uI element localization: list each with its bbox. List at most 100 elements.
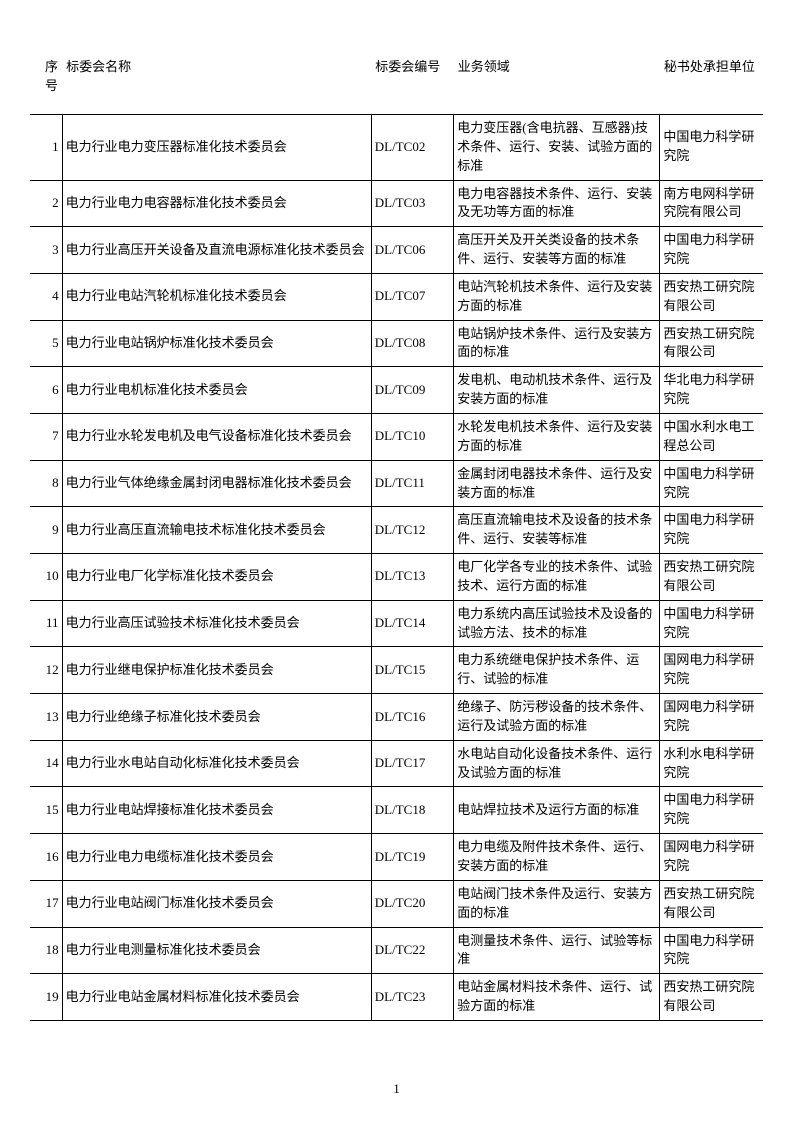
cell-seq: 14 — [30, 740, 62, 787]
header-domain: 业务领域 — [454, 50, 660, 115]
cell-org: 中国电力科学研究院 — [660, 600, 763, 647]
cell-name: 电力行业气体绝缘金属封闭电器标准化技术委员会 — [62, 460, 371, 507]
table-row: 11电力行业高压试验技术标准化技术委员会DL/TC14电力系统内高压试验技术及设… — [30, 600, 763, 647]
table-row: 18电力行业电测量标准化技术委员会DL/TC22电测量技术条件、运行、试验等标准… — [30, 927, 763, 974]
cell-name: 电力行业电站阀门标准化技术委员会 — [62, 880, 371, 927]
page-number: 1 — [0, 1081, 793, 1097]
cell-code: DL/TC18 — [371, 787, 453, 834]
cell-domain: 电力电容器技术条件、运行、安装及无功等方面的标准 — [454, 180, 660, 227]
cell-seq: 15 — [30, 787, 62, 834]
cell-domain: 电力电缆及附件技术条件、运行、安装方面的标准 — [454, 834, 660, 881]
cell-org: 中国电力科学研究院 — [660, 115, 763, 181]
cell-org: 西安热工研究院有限公司 — [660, 974, 763, 1021]
cell-org: 中国电力科学研究院 — [660, 507, 763, 554]
table-row: 14电力行业水电站自动化标准化技术委员会DL/TC17水电站自动化设备技术条件、… — [30, 740, 763, 787]
cell-org: 南方电网科学研究院有限公司 — [660, 180, 763, 227]
cell-seq: 1 — [30, 115, 62, 181]
cell-name: 电力行业高压开关设备及直流电源标准化技术委员会 — [62, 227, 371, 274]
table-row: 7电力行业水轮发电机及电气设备标准化技术委员会DL/TC10水轮发电机技术条件、… — [30, 413, 763, 460]
cell-name: 电力行业电力电缆标准化技术委员会 — [62, 834, 371, 881]
cell-domain: 高压直流输电技术及设备的技术条件、运行、安装等标准 — [454, 507, 660, 554]
cell-name: 电力行业高压直流输电技术标准化技术委员会 — [62, 507, 371, 554]
cell-code: DL/TC19 — [371, 834, 453, 881]
cell-name: 电力行业电力变压器标准化技术委员会 — [62, 115, 371, 181]
cell-org: 西安热工研究院有限公司 — [660, 554, 763, 601]
cell-name: 电力行业绝缘子标准化技术委员会 — [62, 694, 371, 741]
cell-code: DL/TC23 — [371, 974, 453, 1021]
table-row: 9电力行业高压直流输电技术标准化技术委员会DL/TC12高压直流输电技术及设备的… — [30, 507, 763, 554]
table-header-row: 序号 标委会名称 标委会编号 业务领域 秘书处承担单位 — [30, 50, 763, 115]
cell-domain: 电站汽轮机技术条件、运行及安装方面的标准 — [454, 273, 660, 320]
table-row: 6电力行业电机标准化技术委员会DL/TC09发电机、电动机技术条件、运行及安装方… — [30, 367, 763, 414]
cell-seq: 19 — [30, 974, 62, 1021]
header-org: 秘书处承担单位 — [660, 50, 763, 115]
cell-domain: 金属封闭电器技术条件、运行及安装方面的标准 — [454, 460, 660, 507]
cell-code: DL/TC22 — [371, 927, 453, 974]
cell-seq: 5 — [30, 320, 62, 367]
cell-org: 水利水电科学研究院 — [660, 740, 763, 787]
cell-code: DL/TC08 — [371, 320, 453, 367]
cell-code: DL/TC14 — [371, 600, 453, 647]
table-row: 1电力行业电力变压器标准化技术委员会DL/TC02电力变压器(含电抗器、互感器)… — [30, 115, 763, 181]
cell-org: 中国电力科学研究院 — [660, 460, 763, 507]
cell-name: 电力行业水电站自动化标准化技术委员会 — [62, 740, 371, 787]
cell-name: 电力行业水轮发电机及电气设备标准化技术委员会 — [62, 413, 371, 460]
cell-domain: 水电站自动化设备技术条件、运行及试验方面的标准 — [454, 740, 660, 787]
cell-code: DL/TC11 — [371, 460, 453, 507]
committee-table: 序号 标委会名称 标委会编号 业务领域 秘书处承担单位 1电力行业电力变压器标准… — [30, 50, 763, 1021]
cell-seq: 2 — [30, 180, 62, 227]
cell-code: DL/TC10 — [371, 413, 453, 460]
cell-seq: 9 — [30, 507, 62, 554]
cell-code: DL/TC15 — [371, 647, 453, 694]
cell-name: 电力行业电站焊接标准化技术委员会 — [62, 787, 371, 834]
cell-org: 中国水利水电工程总公司 — [660, 413, 763, 460]
cell-seq: 3 — [30, 227, 62, 274]
cell-org: 国网电力科学研究院 — [660, 647, 763, 694]
table-row: 4电力行业电站汽轮机标准化技术委员会DL/TC07电站汽轮机技术条件、运行及安装… — [30, 273, 763, 320]
cell-domain: 电厂化学各专业的技术条件、试验技术、运行方面的标准 — [454, 554, 660, 601]
cell-name: 电力行业电机标准化技术委员会 — [62, 367, 371, 414]
cell-seq: 10 — [30, 554, 62, 601]
cell-name: 电力行业电站锅炉标准化技术委员会 — [62, 320, 371, 367]
cell-name: 电力行业电站金属材料标准化技术委员会 — [62, 974, 371, 1021]
table-row: 10电力行业电厂化学标准化技术委员会DL/TC13电厂化学各专业的技术条件、试验… — [30, 554, 763, 601]
cell-seq: 13 — [30, 694, 62, 741]
cell-name: 电力行业高压试验技术标准化技术委员会 — [62, 600, 371, 647]
cell-org: 西安热工研究院有限公司 — [660, 320, 763, 367]
table-row: 16电力行业电力电缆标准化技术委员会DL/TC19电力电缆及附件技术条件、运行、… — [30, 834, 763, 881]
cell-code: DL/TC09 — [371, 367, 453, 414]
cell-domain: 电力系统继电保护技术条件、运行、试验的标准 — [454, 647, 660, 694]
cell-code: DL/TC20 — [371, 880, 453, 927]
cell-code: DL/TC06 — [371, 227, 453, 274]
cell-domain: 电测量技术条件、运行、试验等标准 — [454, 927, 660, 974]
cell-org: 中国电力科学研究院 — [660, 927, 763, 974]
cell-seq: 16 — [30, 834, 62, 881]
cell-seq: 11 — [30, 600, 62, 647]
table-row: 15电力行业电站焊接标准化技术委员会DL/TC18电站焊拉技术及运行方面的标准中… — [30, 787, 763, 834]
cell-code: DL/TC03 — [371, 180, 453, 227]
cell-code: DL/TC16 — [371, 694, 453, 741]
cell-name: 电力行业继电保护标准化技术委员会 — [62, 647, 371, 694]
cell-code: DL/TC13 — [371, 554, 453, 601]
cell-domain: 发电机、电动机技术条件、运行及安装方面的标准 — [454, 367, 660, 414]
table-row: 2电力行业电力电容器标准化技术委员会DL/TC03电力电容器技术条件、运行、安装… — [30, 180, 763, 227]
table-row: 5电力行业电站锅炉标准化技术委员会DL/TC08电站锅炉技术条件、运行及安装方面… — [30, 320, 763, 367]
cell-domain: 绝缘子、防污秽设备的技术条件、运行及试验方面的标准 — [454, 694, 660, 741]
cell-org: 西安热工研究院有限公司 — [660, 880, 763, 927]
cell-seq: 17 — [30, 880, 62, 927]
cell-seq: 4 — [30, 273, 62, 320]
table-row: 13电力行业绝缘子标准化技术委员会DL/TC16绝缘子、防污秽设备的技术条件、运… — [30, 694, 763, 741]
cell-org: 西安热工研究院有限公司 — [660, 273, 763, 320]
cell-domain: 电站金属材料技术条件、运行、试验方面的标准 — [454, 974, 660, 1021]
header-name: 标委会名称 — [62, 50, 371, 115]
cell-org: 国网电力科学研究院 — [660, 834, 763, 881]
cell-domain: 电站阀门技术条件及运行、安装方面的标准 — [454, 880, 660, 927]
cell-code: DL/TC17 — [371, 740, 453, 787]
cell-name: 电力行业电站汽轮机标准化技术委员会 — [62, 273, 371, 320]
table-row: 8电力行业气体绝缘金属封闭电器标准化技术委员会DL/TC11金属封闭电器技术条件… — [30, 460, 763, 507]
cell-name: 电力行业电厂化学标准化技术委员会 — [62, 554, 371, 601]
cell-name: 电力行业电力电容器标准化技术委员会 — [62, 180, 371, 227]
cell-domain: 高压开关及开关类设备的技术条件、运行、安装等方面的标准 — [454, 227, 660, 274]
cell-domain: 电站锅炉技术条件、运行及安装方面的标准 — [454, 320, 660, 367]
cell-org: 国网电力科学研究院 — [660, 694, 763, 741]
